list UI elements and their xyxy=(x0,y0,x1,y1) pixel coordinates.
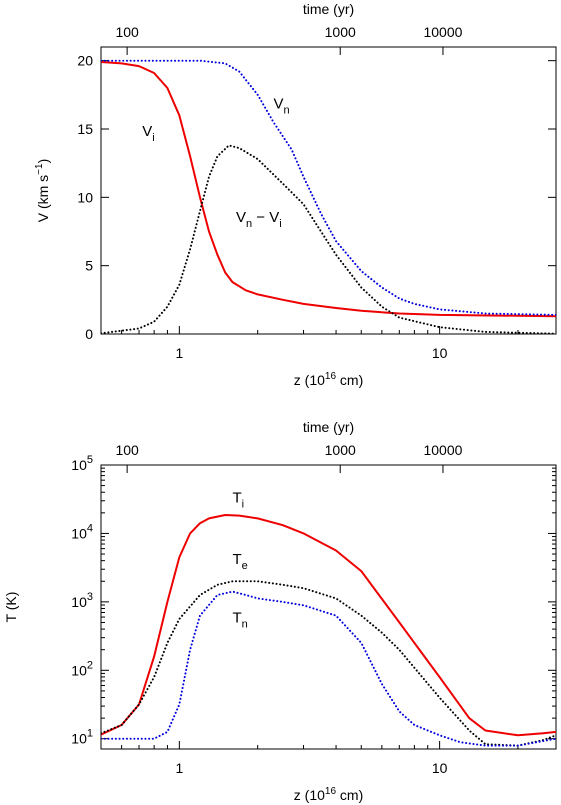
y-tick-label: 15 xyxy=(77,121,93,137)
y-tick-label: 10 xyxy=(77,189,93,205)
series-line-tn xyxy=(101,590,556,747)
series-line-vi xyxy=(101,61,556,318)
y-tick-label: 104 xyxy=(71,522,93,541)
series-line-vn xyxy=(101,59,556,316)
y-tick-label: 20 xyxy=(77,53,93,69)
series-label: Ti xyxy=(232,490,244,511)
plot-frame xyxy=(100,46,557,335)
top-tick-label: 1000 xyxy=(325,442,356,458)
series-label: Tn xyxy=(232,609,247,630)
y-tick-label: 101 xyxy=(71,728,93,747)
top-tick-label: 100 xyxy=(115,442,139,458)
y-tick-label: 102 xyxy=(71,659,93,678)
plot-frame xyxy=(100,464,557,750)
velocity-panel: 1 10 100 1000 10000 time (yr) 0 5 10 15 20 z (1016 … xyxy=(34,1,557,388)
x-tick-label: 1 xyxy=(175,345,183,361)
series-line-te xyxy=(101,580,556,747)
y-axis-label: V (km s−1) xyxy=(34,159,51,223)
series-label: Vn xyxy=(273,96,289,117)
x-axis-label: z (1016 cm) xyxy=(294,371,363,388)
top-axis-label: time (yr) xyxy=(303,1,354,17)
y-tick-label: 105 xyxy=(71,454,93,473)
series-line-vnvi xyxy=(101,144,556,334)
series-label: Vn − Vi xyxy=(236,209,282,230)
top-tick-label: 100 xyxy=(115,24,139,40)
series-line-ti xyxy=(101,514,556,737)
y-tick-label: 0 xyxy=(85,326,93,342)
top-tick-label: 1000 xyxy=(325,24,356,40)
x-tick-label: 10 xyxy=(432,760,448,776)
top-tick-label: 10000 xyxy=(423,442,462,458)
x-axis-label: z (1016 cm) xyxy=(294,786,363,803)
y-tick-label: 103 xyxy=(71,591,93,610)
series-label: Vi xyxy=(142,123,154,144)
x-tick-label: 1 xyxy=(175,760,183,776)
series-label: Te xyxy=(232,551,247,572)
top-axis-label: time (yr) xyxy=(303,419,354,435)
x-tick-label: 10 xyxy=(432,345,448,361)
y-tick-label: 5 xyxy=(85,258,93,274)
top-tick-label: 10000 xyxy=(423,24,462,40)
temperature-panel: 1 10 100 1000 10000 time (yr) 101 102 103 104 105 z… xyxy=(3,419,557,803)
y-axis-label: T (K) xyxy=(3,592,19,623)
